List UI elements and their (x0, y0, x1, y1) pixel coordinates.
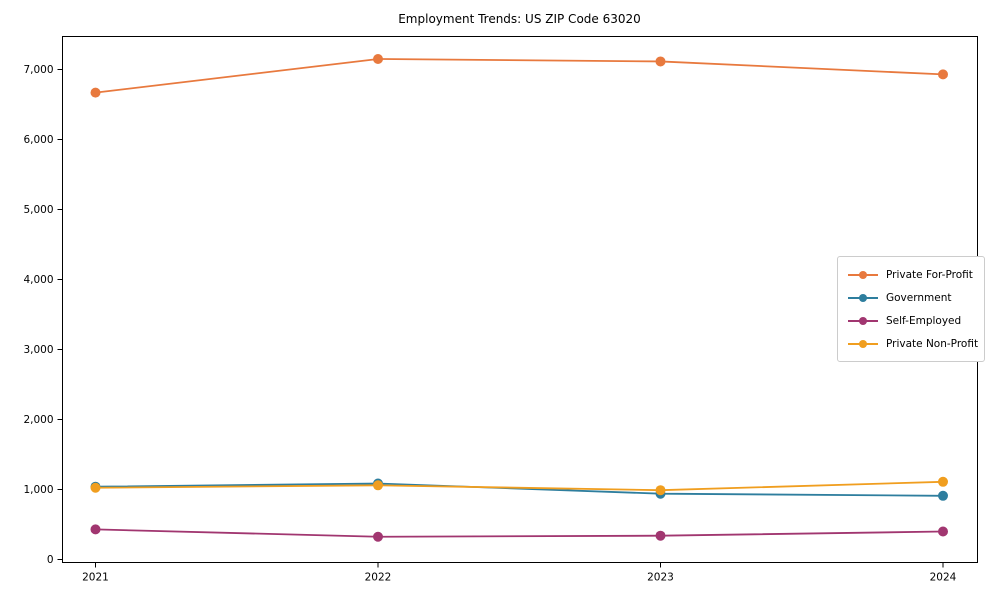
y-tick-label: 5,000 (23, 204, 53, 216)
data-point-private-for-profit-2024 (938, 69, 948, 80)
legend-marker-icon (848, 339, 878, 348)
legend-marker-icon (848, 316, 878, 325)
legend-item-self-employed: Self-Employed (848, 309, 976, 332)
legend-label: Private For-Profit (886, 268, 973, 281)
y-tick-label: 0 (47, 554, 54, 566)
data-point-government-2024 (938, 490, 948, 501)
data-point-self-employed-2024 (938, 526, 948, 537)
data-point-private-non-profit-2023 (655, 485, 666, 496)
legend: Private For-Profit Government Self-Employe… (837, 256, 985, 362)
data-point-private-for-profit-2023 (655, 56, 666, 67)
legend-label: Government (886, 291, 952, 304)
legend-label: Private Non-Profit (886, 337, 979, 350)
y-tick-label: 6,000 (23, 134, 53, 146)
data-point-self-employed-2021 (90, 524, 101, 535)
legend-label: Self-Employed (886, 314, 962, 327)
x-tick-label: 2024 (930, 572, 957, 584)
legend-item-private-for-profit: Private For-Profit (848, 263, 976, 286)
series-line-private-non-profit (95, 480, 944, 492)
data-point-private-for-profit-2022 (373, 54, 383, 64)
legend-marker-icon (848, 270, 878, 279)
y-tick-label: 1,000 (23, 484, 53, 496)
x-tick-label: 2023 (647, 572, 674, 584)
data-point-self-employed-2022 (373, 531, 383, 542)
series-line-self-employed (95, 528, 944, 538)
series-line-private-for-profit (95, 58, 944, 94)
y-tick-label: 2,000 (23, 414, 53, 426)
legend-item-government: Government (848, 286, 976, 309)
data-point-private-non-profit-2024 (938, 476, 948, 487)
y-tick-label: 7,000 (23, 64, 53, 76)
legend-marker-icon (848, 293, 878, 302)
data-point-private-for-profit-2021 (90, 87, 101, 98)
data-point-private-non-profit-2022 (373, 480, 383, 491)
y-tick-label: 3,000 (23, 344, 53, 356)
y-tick-label: 4,000 (23, 274, 53, 286)
x-tick-label: 2021 (82, 572, 109, 584)
chart-title: Employment Trends: US ZIP Code 63020 (398, 12, 641, 26)
data-point-self-employed-2023 (655, 530, 666, 541)
data-point-private-non-profit-2021 (90, 482, 101, 493)
legend-item-private-non-profit: Private Non-Profit (848, 332, 979, 355)
x-tick-label: 2022 (365, 572, 392, 584)
